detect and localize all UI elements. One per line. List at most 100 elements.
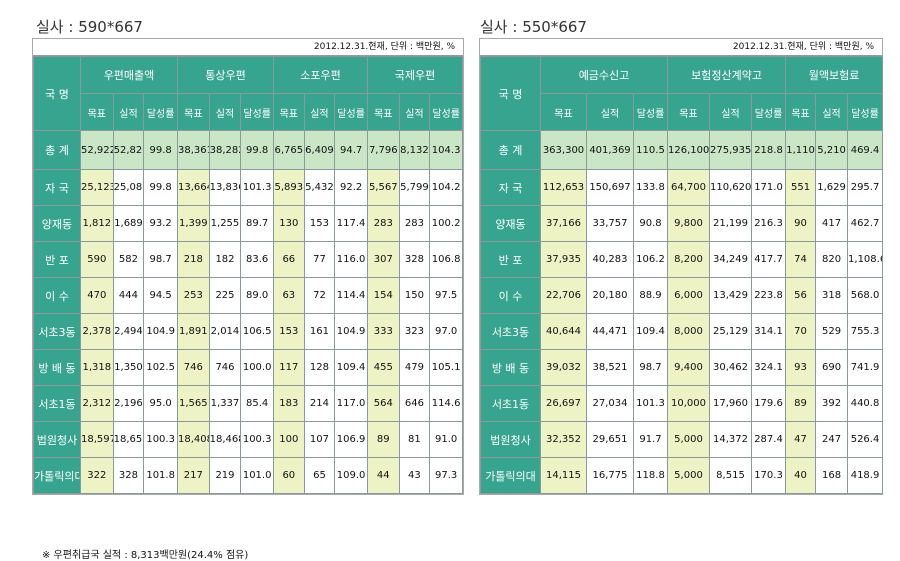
target-cell: 307 <box>366 241 400 278</box>
actual-cell: 25,085 <box>112 169 145 206</box>
target-cell: 14,115 <box>540 457 587 494</box>
target-cell: 183 <box>272 385 305 422</box>
actual-cell: 150 <box>398 277 431 314</box>
target-cell: 130 <box>272 205 305 242</box>
row-name: 총 계 <box>480 130 541 170</box>
actual-cell: 40,283 <box>586 241 634 278</box>
row-name: 가톨릭의대 <box>480 457 541 494</box>
actual-cell: 5,799 <box>398 169 431 206</box>
actual-cell: 1,689 <box>112 205 145 242</box>
row-name: 가톨릭의대 <box>33 457 81 494</box>
actual-cell: 1,255 <box>208 205 242 242</box>
actual-cell: 13,836 <box>208 169 242 206</box>
target-cell: 154 <box>366 277 400 314</box>
target-cell: 1,565 <box>177 385 210 422</box>
rate-cell: 99.8 <box>240 130 274 170</box>
rate-cell: 95.0 <box>143 385 178 422</box>
target-cell: 5,000 <box>667 421 710 458</box>
target-cell: 40 <box>785 457 817 494</box>
actual-cell: 5,432 <box>303 169 336 206</box>
row-name: 방 배 동 <box>33 349 81 386</box>
actual-cell: 25,129 <box>709 313 752 350</box>
target-cell: 60 <box>272 457 305 494</box>
target-cell: 44 <box>366 457 400 494</box>
group-header: 월액보험료 <box>785 56 884 94</box>
actual-cell: 38,521 <box>586 349 634 386</box>
row-name: 서초1동 <box>480 385 541 422</box>
rate-cell: 469.4 <box>847 130 884 170</box>
actual-cell: 283 <box>398 205 431 242</box>
sub-header: 목표 <box>272 93 305 131</box>
right-table-panel: 2012.12.31.현재, 단위 : 백만원, % 국 명 예금수신고 보험정산계… <box>479 38 884 495</box>
actual-cell: 1,337 <box>208 385 242 422</box>
actual-cell: 323 <box>398 313 431 350</box>
rate-cell: 170.3 <box>750 457 787 494</box>
rate-cell: 171.0 <box>750 169 787 206</box>
target-cell: 1,399 <box>177 205 210 242</box>
target-cell: 9,800 <box>667 205 710 242</box>
sub-header: 달성률 <box>334 93 368 131</box>
actual-cell: 18,468 <box>208 421 242 458</box>
sub-header: 실적 <box>208 93 242 131</box>
target-cell: 93 <box>785 349 817 386</box>
row-name: 이 수 <box>33 277 81 314</box>
row-name: 양재동 <box>33 205 81 242</box>
actual-cell: 30,462 <box>709 349 752 386</box>
target-cell: 333 <box>366 313 400 350</box>
target-cell: 253 <box>177 277 210 314</box>
target-cell: 218 <box>177 241 210 278</box>
left-unit-note: 2012.12.31.현재, 단위 : 백만원, % <box>33 39 463 56</box>
target-cell: 52,922 <box>79 130 114 170</box>
actual-cell: 6,409 <box>303 130 336 170</box>
rate-cell: 104.9 <box>143 313 178 350</box>
actual-cell: 168 <box>815 457 849 494</box>
rate-cell: 314.1 <box>750 313 787 350</box>
rate-cell: 1,108.6 <box>847 241 884 278</box>
table-row: 자 국 112,653 150,697 133.8 64,700 110,620 171.0… <box>480 169 884 206</box>
target-cell: 1,318 <box>79 349 114 386</box>
actual-cell: 417 <box>815 205 849 242</box>
rate-cell: 99.8 <box>143 130 178 170</box>
total-row: 총 계 363,300 401,369 110.5 126,100 275,935 218.… <box>480 130 884 170</box>
actual-cell: 1,350 <box>112 349 145 386</box>
actual-cell: 153 <box>303 205 336 242</box>
target-cell: 8,200 <box>667 241 710 278</box>
target-cell: 22,706 <box>540 277 587 314</box>
sub-header: 실적 <box>398 93 431 131</box>
actual-cell: 820 <box>815 241 849 278</box>
sub-header: 목표 <box>667 93 710 131</box>
target-cell: 18,408 <box>177 421 210 458</box>
sub-header: 달성률 <box>847 93 884 131</box>
rate-cell: 118.8 <box>633 457 668 494</box>
target-cell: 18,597 <box>79 421 114 458</box>
actual-cell: 8,515 <box>709 457 752 494</box>
rate-cell: 91.7 <box>633 421 668 458</box>
sub-header: 달성률 <box>240 93 274 131</box>
actual-cell: 247 <box>815 421 849 458</box>
name-column-header: 국 명 <box>33 56 81 131</box>
actual-cell: 214 <box>303 385 336 422</box>
target-cell: 217 <box>177 457 210 494</box>
rate-cell: 109.0 <box>334 457 368 494</box>
target-cell: 746 <box>177 349 210 386</box>
target-cell: 5,893 <box>272 169 305 206</box>
sub-header: 목표 <box>79 93 114 131</box>
table-row: 반 포 590 582 98.7 218 182 83.6 66 77 116.0 307 328 10… <box>33 241 463 278</box>
table-row: 이 수 470 444 94.5 253 225 89.0 63 72 114.4 154 150 97… <box>33 277 463 314</box>
actual-cell: 14,372 <box>709 421 752 458</box>
actual-cell: 81 <box>398 421 431 458</box>
rate-cell: 104.2 <box>429 169 463 206</box>
rate-cell: 106.9 <box>334 421 368 458</box>
rate-cell: 94.5 <box>143 277 178 314</box>
rate-cell: 110.5 <box>633 130 668 170</box>
group-header: 예금수신고 <box>540 56 668 94</box>
rate-cell: 568.0 <box>847 277 884 314</box>
target-cell: 32,352 <box>540 421 587 458</box>
table-row: 방 배 동 1,318 1,350 102.5 746 746 100.0 117 128 109… <box>33 349 463 386</box>
target-cell: 5,567 <box>366 169 400 206</box>
target-cell: 153 <box>272 313 305 350</box>
sub-header: 목표 <box>366 93 400 131</box>
rate-cell: 100.3 <box>143 421 178 458</box>
target-cell: 39,032 <box>540 349 587 386</box>
row-name: 서초3동 <box>33 313 81 350</box>
